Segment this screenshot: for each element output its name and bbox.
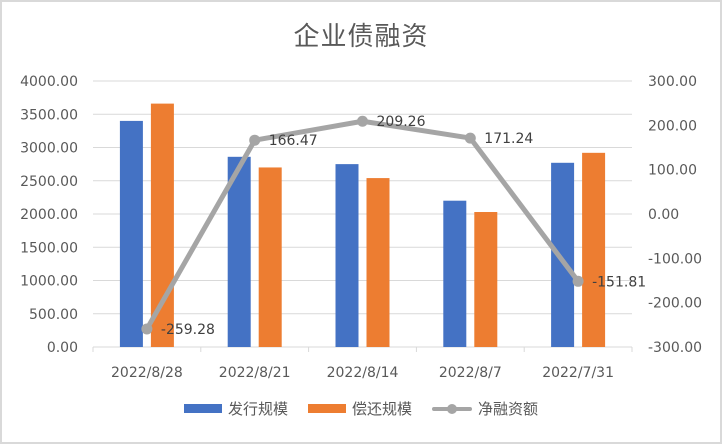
- y-axis-left-tick: 3500.00: [20, 107, 78, 123]
- bar-0: [119, 120, 143, 348]
- bar-1: [150, 103, 174, 347]
- data-label: 209.26: [377, 114, 426, 130]
- bar-0: [551, 162, 575, 347]
- y-axis-left-tick: 0.00: [47, 340, 78, 356]
- legend-swatch-orange: [307, 404, 346, 413]
- bar-1: [366, 178, 390, 347]
- legend-label: 偿还规模: [351, 400, 412, 418]
- legend-item-issuance[interactable]: 发行规模: [183, 398, 288, 419]
- line-marker: [572, 275, 584, 287]
- legend-item-net-financing[interactable]: 净融资额: [432, 398, 538, 419]
- y-axis-left-tick: 1000.00: [20, 274, 78, 290]
- bar-0: [227, 156, 251, 347]
- bar-1: [474, 212, 498, 347]
- y-axis-left-tick: 500.00: [29, 307, 78, 323]
- legend-label: 净融资额: [478, 400, 539, 418]
- y-axis-right-tick: -100.00: [648, 251, 702, 267]
- legend-swatch-blue: [183, 404, 222, 413]
- line-marker: [141, 323, 153, 335]
- y-axis-left-tick: 4000.00: [20, 74, 78, 90]
- bar-1: [582, 152, 606, 347]
- y-axis-right-tick: -300.00: [648, 340, 702, 356]
- data-label: -259.28: [161, 322, 215, 338]
- x-axis-label: 2022/8/14: [327, 365, 399, 381]
- y-axis-left-tick: 2500.00: [20, 174, 78, 190]
- data-label: -151.81: [592, 274, 646, 290]
- y-axis-left-tick: 1500.00: [20, 240, 78, 256]
- chart-title: 企业债融资: [293, 22, 429, 52]
- legend-line-marker-icon: [432, 402, 472, 416]
- bar-1: [258, 167, 282, 347]
- y-axis-left-tick: 3000.00: [20, 141, 78, 157]
- chart-legend: 发行规模 偿还规模 净融资额: [0, 398, 722, 419]
- x-axis-label: 2022/8/21: [219, 365, 291, 381]
- x-axis-label: 2022/7/31: [542, 365, 614, 381]
- x-axis-label: 2022/8/7: [439, 365, 502, 381]
- y-axis-right-tick: -200.00: [648, 296, 702, 312]
- y-axis-right-tick: 300.00: [648, 74, 697, 90]
- y-axis-right-tick: 100.00: [648, 163, 697, 179]
- line-marker: [249, 134, 261, 146]
- x-axis-label: 2022/8/28: [111, 365, 183, 381]
- line-marker: [464, 132, 476, 144]
- data-label: 166.47: [269, 133, 318, 149]
- bar-0: [335, 164, 359, 347]
- y-axis-right-tick: 200.00: [648, 118, 697, 134]
- net-financing-line: [144, 118, 581, 331]
- legend-item-repayment[interactable]: 偿还规模: [307, 398, 412, 419]
- legend-label: 发行规模: [227, 400, 288, 418]
- bar-0: [443, 200, 467, 347]
- data-label: 171.24: [484, 131, 533, 147]
- y-axis-left-tick: 2000.00: [20, 207, 78, 223]
- line-marker: [357, 115, 368, 127]
- y-axis-right-tick: 0.00: [648, 207, 679, 223]
